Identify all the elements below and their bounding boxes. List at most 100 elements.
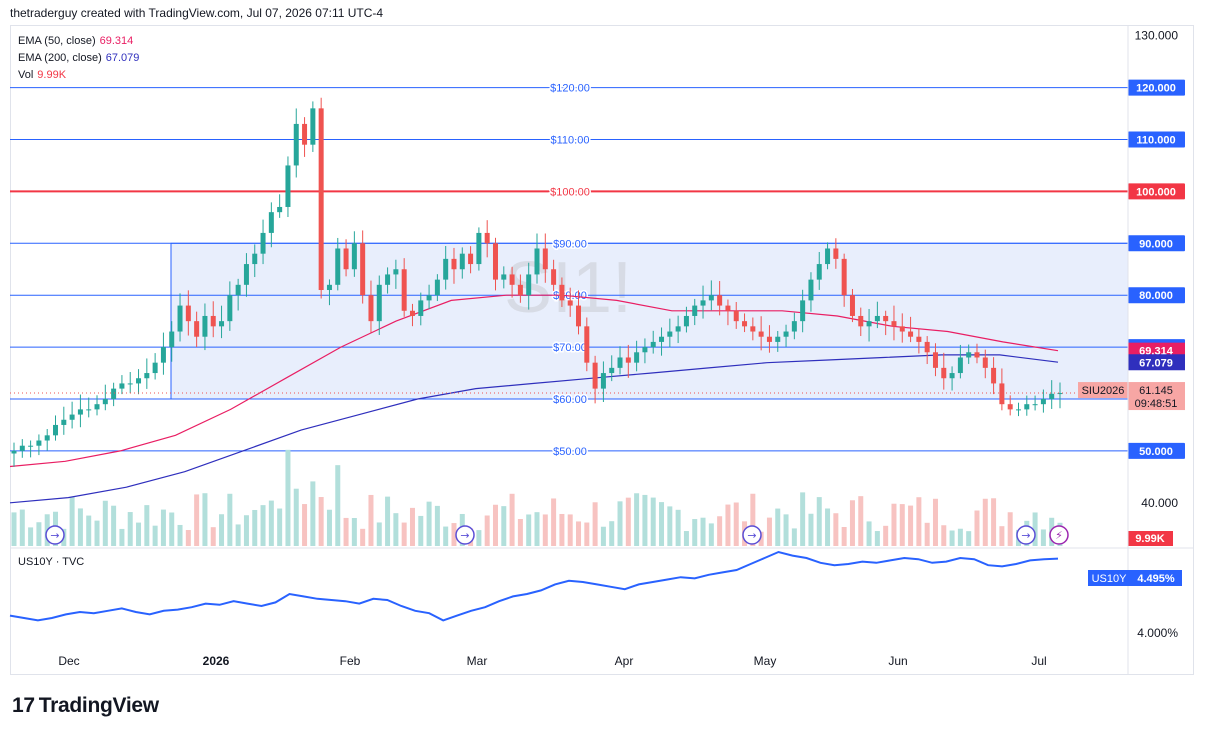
- volume-bar: [11, 512, 17, 546]
- bar-countdown: 09:48:51: [1135, 398, 1178, 410]
- candle-body: [426, 295, 432, 301]
- volume-bar: [725, 504, 731, 546]
- candle-body: [185, 305, 191, 322]
- legend-volume[interactable]: Vol 9.99K: [18, 69, 66, 81]
- volume-bar: [849, 500, 855, 546]
- volume-bar: [210, 527, 216, 546]
- axis-price-badge-label: 100.000: [1136, 186, 1176, 198]
- candle-body: [750, 326, 756, 332]
- volume-bar: [675, 509, 681, 546]
- price-line-label: $70.00: [553, 342, 587, 354]
- x-axis-tick-label: Mar: [467, 654, 488, 668]
- volume-bar: [650, 497, 656, 546]
- candle-body: [1057, 393, 1063, 395]
- candle-body: [293, 123, 299, 166]
- volume-bar: [908, 505, 914, 546]
- candle-body: [1032, 404, 1038, 406]
- axis-price-badge-label: 50.000: [1139, 446, 1173, 458]
- candle-body: [368, 295, 374, 322]
- candle-body: [924, 341, 930, 353]
- volume-bar: [69, 496, 75, 546]
- candle-body: [957, 357, 963, 374]
- volume-bar: [783, 514, 789, 546]
- candle-body: [310, 108, 316, 145]
- dividend-event-icon: [742, 525, 762, 545]
- y-axis-tick-label: 130.000: [1135, 29, 1179, 43]
- volume-bar: [119, 528, 125, 546]
- volume-bar: [775, 508, 781, 546]
- candle-body: [227, 295, 233, 322]
- volume-bar: [19, 509, 25, 546]
- candle-body: [517, 284, 523, 296]
- x-axis-tick-label: May: [754, 654, 777, 668]
- volume-bar: [526, 514, 532, 546]
- candle-body: [1049, 393, 1055, 399]
- legend-ema200[interactable]: EMA (200, close) 67.079: [18, 52, 139, 64]
- candle-body: [849, 295, 855, 316]
- candle-body: [733, 310, 739, 322]
- candle-body: [335, 248, 341, 285]
- candle-body: [343, 248, 349, 270]
- volume-bar: [418, 515, 424, 546]
- brand-name: TradingView: [38, 694, 159, 717]
- legend-us10y[interactable]: US10Y · TVC: [18, 556, 84, 568]
- us10y-axis-tick: 4.000%: [1137, 626, 1178, 640]
- candle-body: [302, 123, 308, 145]
- price-line-label: $90.00: [553, 238, 587, 250]
- price-line-label: $60.00: [553, 394, 587, 406]
- candle-body: [1040, 399, 1046, 405]
- volume-bar: [1040, 529, 1046, 546]
- volume-bar: [800, 492, 806, 546]
- candle-body: [219, 321, 225, 327]
- candle-body: [808, 279, 814, 301]
- symbol-badge: [1078, 382, 1128, 399]
- tradingview-brand: 17 TradingView: [12, 694, 159, 718]
- candle-body: [393, 269, 399, 275]
- dividend-event-icon: [455, 525, 475, 545]
- axis-price-badge: [1128, 183, 1185, 200]
- chart-frame: [10, 25, 1194, 675]
- volume-bar: [559, 513, 565, 546]
- volume-bar: [509, 493, 515, 546]
- legend-ema50[interactable]: EMA (50, close) 69.314: [18, 35, 133, 47]
- volume-bar: [584, 522, 590, 546]
- volume-bar: [634, 493, 640, 546]
- volume-bar: [966, 531, 972, 546]
- volume-bar: [542, 514, 548, 546]
- volume-bar: [501, 506, 507, 546]
- candle-body: [833, 248, 839, 259]
- volume-bar: [932, 498, 938, 546]
- us10y-line: [9, 550, 1059, 622]
- volume-bar: [982, 498, 988, 546]
- volume-bar: [733, 502, 739, 546]
- volume-bar: [434, 505, 440, 546]
- candle-body: [492, 243, 498, 280]
- candle-body: [858, 315, 864, 327]
- volume-bar: [999, 526, 1005, 546]
- candle-body: [468, 253, 474, 265]
- volume-bar: [169, 512, 175, 546]
- candle-body: [600, 373, 606, 389]
- volume-bar: [318, 497, 324, 546]
- candle-body: [542, 248, 548, 270]
- volume-bar: [576, 521, 582, 546]
- legend-ema50-label: EMA (50, close): [18, 35, 96, 47]
- candle-body: [825, 248, 831, 265]
- legend-ema200-label: EMA (200, close): [18, 52, 102, 64]
- candle-body: [61, 419, 67, 425]
- candle-body: [501, 274, 507, 280]
- event-arrow-icon: →: [50, 529, 59, 542]
- candle-body: [592, 362, 598, 389]
- volume-bar: [111, 505, 117, 546]
- candle-body: [434, 279, 440, 296]
- candle-body: [625, 357, 631, 363]
- candle-body: [584, 326, 590, 363]
- volume-bar: [874, 531, 880, 546]
- volume-bar: [484, 515, 490, 546]
- volume-bar: [252, 509, 258, 546]
- event-arrow-icon: →: [460, 529, 469, 542]
- candle-body: [119, 383, 125, 389]
- candle-body: [476, 232, 482, 265]
- us10y-value-badge: [1130, 570, 1182, 586]
